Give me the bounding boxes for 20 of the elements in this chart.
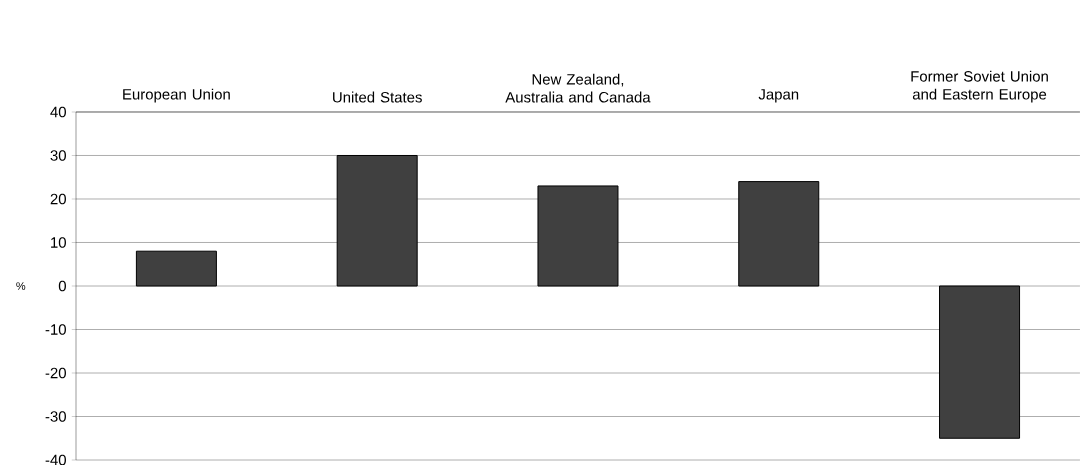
x-tick-label: Former Soviet Union and Eastern Europe — [911, 70, 1048, 103]
bar — [135, 250, 217, 287]
y-tick-label: -40 — [45, 454, 66, 465]
bar — [738, 181, 820, 287]
y-tick-label: -30 — [45, 411, 66, 422]
y-tick-label: 40 — [50, 106, 66, 118]
y-tick-label: -20 — [45, 367, 66, 379]
y-tick-label: -10 — [45, 324, 66, 335]
bar — [336, 155, 418, 287]
y-tick-label: 20 — [50, 193, 66, 205]
x-tick-label: European Union — [123, 88, 230, 103]
x-tick-label: United States — [333, 91, 422, 103]
x-tick-label: New Zealand, Australia and Canada — [505, 73, 651, 103]
bar — [939, 285, 1021, 439]
y-tick-label: 0 — [58, 280, 66, 292]
y-tick-label: 30 — [50, 150, 66, 161]
x-tick-label: Japan — [758, 89, 799, 103]
y-tick-label: 10 — [51, 237, 66, 248]
bar — [537, 185, 619, 287]
y-axis-title: % — [16, 282, 26, 290]
